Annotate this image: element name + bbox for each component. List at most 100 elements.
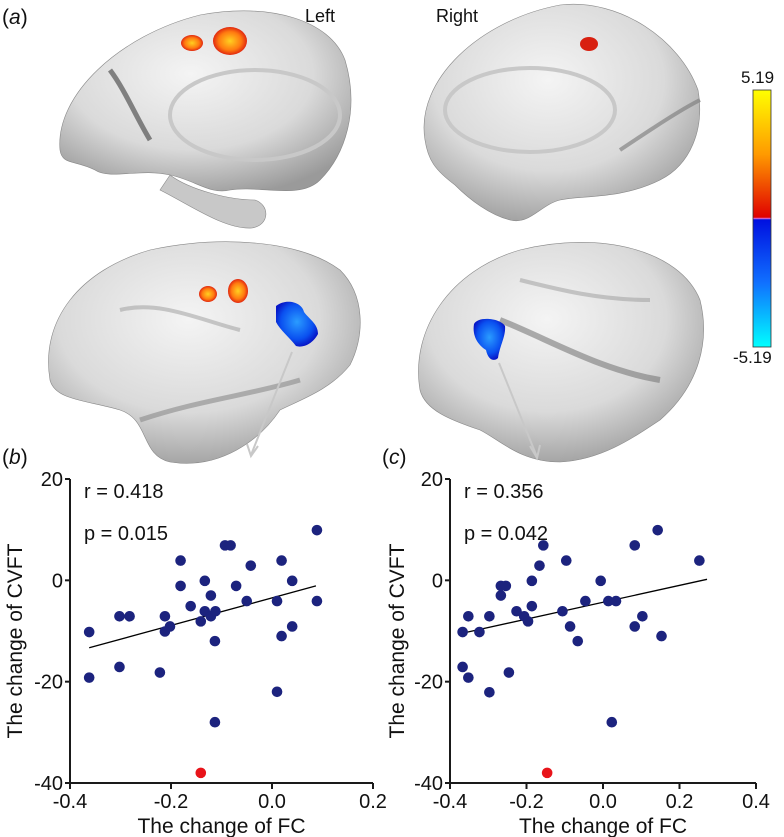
panel-letter: a: [9, 6, 21, 29]
x-axis-label: The change of FC: [519, 815, 687, 837]
arrow-to-plot-b: [250, 351, 293, 456]
x-tick-label: -0.2: [509, 791, 543, 813]
data-point: [463, 672, 474, 683]
data-point: [572, 635, 584, 647]
data-point: [484, 687, 495, 698]
y-tick-label: -20: [414, 672, 443, 694]
data-point: [603, 595, 614, 607]
data-point: [83, 626, 95, 638]
x-tick-label: 0.4: [742, 791, 770, 813]
deactivation-cluster: [276, 301, 318, 347]
y-tick-label: 20: [421, 469, 443, 491]
data-point: [286, 621, 298, 632]
x-tick-label: -0.4: [433, 791, 467, 813]
paren-open: (: [2, 6, 9, 29]
outlier-point: [195, 767, 207, 779]
data-point: [114, 661, 125, 673]
data-point: [271, 595, 283, 607]
right-lateral-brain: [418, 242, 704, 463]
paren-close: ): [20, 6, 28, 29]
x-tick-label: 0.2: [666, 791, 694, 813]
left-lateral-brain: [48, 241, 361, 464]
panel-a-label: (a): [2, 6, 28, 30]
brain-renderings: [48, 3, 772, 464]
y-axis-label: The change of CVFT: [4, 543, 27, 738]
activation-cluster: [580, 37, 598, 51]
regression-line: [458, 578, 708, 635]
data-point: [210, 605, 221, 617]
activation-cluster: [213, 27, 247, 55]
data-point: [175, 580, 186, 592]
data-point: [495, 590, 507, 601]
arrow-to-plot-c: [498, 362, 538, 458]
data-point: [159, 626, 171, 637]
y-tick-label: 0: [52, 570, 63, 592]
data-point: [580, 595, 591, 607]
y-axis-label: The change of CVFT: [386, 543, 409, 738]
colorbar-max-label: 5.19: [741, 68, 775, 87]
paren-open: (: [382, 446, 389, 469]
outlier-point: [541, 767, 553, 779]
panel-letter: c: [389, 446, 400, 469]
x-tick-label: 0.2: [359, 791, 387, 813]
data-point: [241, 595, 253, 607]
y-tick-label: 0: [432, 570, 443, 592]
data-point: [511, 605, 522, 617]
data-point: [185, 600, 196, 612]
data-point: [534, 560, 545, 571]
data-point: [154, 667, 166, 678]
x-tick-label: 0.0: [258, 791, 286, 813]
data-point: [230, 580, 242, 592]
colorbar: [752, 89, 772, 348]
data-point: [526, 600, 538, 612]
data-point: [606, 716, 618, 728]
panel-letter: b: [9, 446, 21, 469]
colorbar-min-label: -5.19: [733, 348, 772, 367]
panel-c-label: (c): [382, 446, 407, 470]
deactivation-cluster: [473, 318, 506, 360]
data-point: [526, 575, 538, 587]
data-point: [560, 555, 572, 566]
panel-b-label: (b): [2, 446, 28, 470]
data-point: [503, 667, 515, 678]
paren-open: (: [2, 446, 9, 469]
right-medial-brain: [423, 3, 701, 222]
y-tick-label: 20: [41, 469, 63, 491]
x-axis-label: The change of FC: [137, 815, 305, 837]
right-hemisphere-label: Right: [436, 6, 479, 26]
data-point: [484, 611, 495, 622]
data-point: [124, 611, 135, 622]
y-tick-label: -40: [414, 773, 443, 795]
activation-cluster: [199, 286, 217, 302]
data-point: [271, 686, 283, 698]
data-point: [175, 555, 186, 566]
left-hemisphere-label: Left: [305, 6, 336, 26]
x-tick-label: 0.0: [589, 791, 617, 813]
data-point: [474, 626, 485, 638]
r-value: r = 0.356: [464, 481, 544, 503]
data-point: [457, 626, 468, 638]
left-medial-brain: [59, 10, 352, 229]
data-point: [500, 580, 512, 592]
y-tick-label: -20: [34, 672, 63, 694]
paren-close: ): [399, 446, 407, 469]
data-point: [245, 560, 257, 571]
data-point: [225, 540, 236, 551]
data-point: [205, 590, 217, 601]
data-point: [209, 716, 221, 728]
activation-cluster: [181, 35, 203, 51]
data-point: [276, 630, 287, 642]
data-point: [311, 524, 323, 536]
data-point: [656, 630, 667, 642]
data-point: [311, 595, 323, 607]
data-point: [463, 611, 474, 622]
y-tick-label: -40: [34, 773, 63, 795]
data-point: [195, 616, 207, 627]
data-point: [557, 605, 568, 617]
data-point: [629, 540, 641, 551]
data-point: [652, 524, 663, 536]
p-value: p = 0.015: [84, 523, 168, 545]
data-point: [564, 621, 576, 632]
data-point: [694, 555, 705, 566]
data-point: [457, 661, 468, 673]
